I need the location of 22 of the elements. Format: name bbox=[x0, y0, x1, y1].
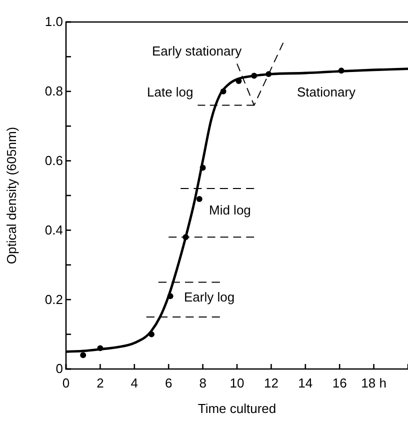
y-tick-label: 1.0 bbox=[44, 14, 63, 30]
y-tick-label: 0.8 bbox=[44, 84, 63, 99]
x-tick-label: 12 bbox=[264, 376, 278, 391]
annotation: Stationary bbox=[297, 84, 356, 100]
annotation: Mid log bbox=[209, 202, 251, 218]
annotation: Late log bbox=[147, 84, 194, 100]
y-tick-label: 0.4 bbox=[44, 222, 63, 238]
x-tick-label: 6 bbox=[164, 376, 172, 391]
x-tick-label: 4 bbox=[130, 376, 138, 391]
x-tick-label: 8 bbox=[199, 376, 206, 391]
annotation: Early log bbox=[184, 289, 235, 304]
annotation: Early stationary bbox=[152, 43, 242, 58]
y-tick-label: 0.2 bbox=[44, 292, 63, 307]
x-tick-label: 18 h bbox=[361, 376, 386, 391]
y-tick-label: 0 bbox=[56, 361, 63, 376]
x-tick-label: 14 bbox=[298, 376, 313, 391]
x-tick-label: 2 bbox=[96, 376, 104, 391]
y-tick-label: 0.6 bbox=[44, 152, 63, 168]
x-axis-title: Time cultured bbox=[198, 401, 276, 416]
y-axis-title: Optical density (605nm) bbox=[4, 126, 19, 264]
x-tick-label: 10 bbox=[230, 376, 244, 391]
x-tick-label: 16 bbox=[332, 376, 347, 391]
